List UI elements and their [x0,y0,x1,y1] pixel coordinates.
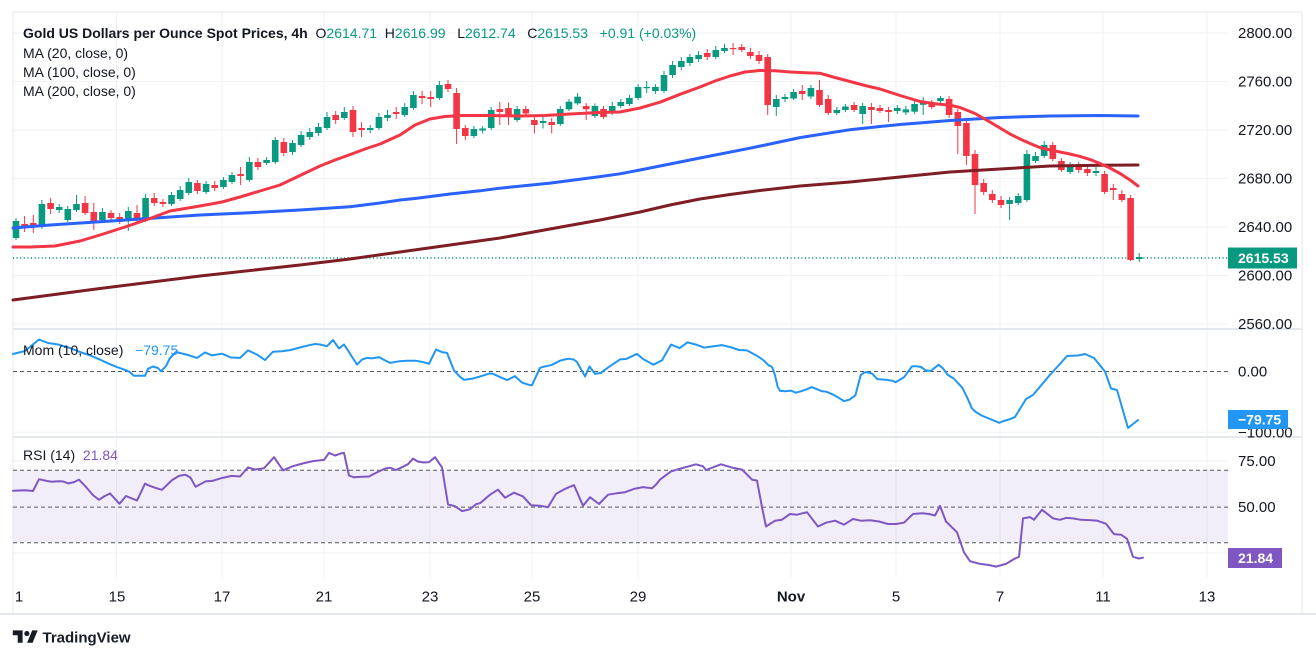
svg-text:Mom (10, close) −79.75: Mom (10, close) −79.75 [23,342,178,358]
svg-text:2560.00: 2560.00 [1238,316,1292,333]
svg-text:50.00: 50.00 [1238,499,1276,516]
svg-text:TradingView: TradingView [43,630,131,647]
svg-text:MA (20, close, 0): MA (20, close, 0) [23,45,128,61]
svg-text:1: 1 [15,589,23,606]
svg-text:2640.00: 2640.00 [1238,219,1292,236]
svg-text:2800.00: 2800.00 [1238,25,1292,42]
svg-text:2600.00: 2600.00 [1238,268,1292,285]
svg-text:15: 15 [109,589,126,606]
svg-text:17: 17 [214,589,231,606]
svg-text:0.00: 0.00 [1238,364,1267,381]
svg-text:2680.00: 2680.00 [1238,171,1292,188]
svg-text:Nov: Nov [777,589,806,606]
svg-text:MA (100, close, 0): MA (100, close, 0) [23,64,136,80]
svg-text:−79.75: −79.75 [1238,412,1281,428]
svg-text:2615.53: 2615.53 [1238,250,1289,266]
svg-text:29: 29 [630,589,647,606]
svg-text:RSI (14) 21.84: RSI (14) 21.84 [23,447,118,463]
svg-text:5: 5 [892,589,900,606]
svg-text:21.84: 21.84 [1238,550,1273,566]
svg-text:13: 13 [1199,589,1216,606]
svg-text:11: 11 [1095,589,1111,606]
svg-text:Gold US Dollars per Ounce Spot: Gold US Dollars per Ounce Spot Prices, 4… [23,25,696,41]
svg-text:2760.00: 2760.00 [1238,74,1292,91]
svg-text:2720.00: 2720.00 [1238,122,1292,139]
svg-text:21: 21 [316,589,333,606]
svg-text:23: 23 [422,589,439,606]
svg-text:25: 25 [524,589,541,606]
svg-text:7: 7 [996,589,1004,606]
svg-text:75.00: 75.00 [1238,453,1276,470]
svg-text:MA (200, close, 0): MA (200, close, 0) [23,83,136,99]
